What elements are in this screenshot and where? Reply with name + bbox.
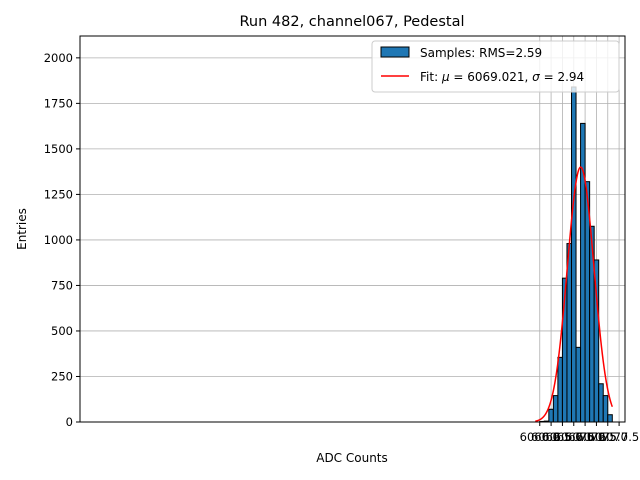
legend-fit-label: Fit: μ = 6069.021, σ = 2.94 xyxy=(420,70,584,84)
legend-fit-prefix: Fit: xyxy=(420,70,442,84)
x-tick-label: 6067.5 xyxy=(554,430,594,444)
y-axis-ticks: 0 250 500 750 1000 1250 1500 1750 2000 xyxy=(44,51,80,429)
histogram-bar xyxy=(552,395,559,423)
y-axis-label: Entries xyxy=(15,208,29,250)
legend-samples-label: Samples: RMS=2.59 xyxy=(420,46,542,60)
histogram-bar xyxy=(575,346,582,423)
x-tick-label: 6070.0 xyxy=(565,430,605,444)
legend-box xyxy=(371,40,620,93)
x-tick-label: 6062.5 xyxy=(531,430,571,444)
y-tick-label: 0 xyxy=(66,415,73,429)
grid xyxy=(80,36,625,423)
chart-title: Run 482, channel067, Pedestal xyxy=(239,14,464,30)
histogram-bar xyxy=(598,383,604,423)
y-tick-label: 250 xyxy=(51,369,73,383)
legend-fit-sigma-value: = 2.94 xyxy=(540,70,584,84)
histogram-bar xyxy=(557,356,563,423)
legend-samples-swatch xyxy=(380,46,410,58)
y-tick-label: 2000 xyxy=(44,51,73,65)
x-tick-label: 6065.0 xyxy=(542,430,582,444)
x-tick-label: 6060.0 xyxy=(520,430,560,444)
y-tick-label: 1000 xyxy=(44,233,73,247)
legend-fit-mu-value: = 6069.021, xyxy=(450,70,533,84)
y-tick-label: 1500 xyxy=(44,142,73,156)
x-tick-label: 6077.5 xyxy=(599,430,639,444)
x-tick-label: 6075.0 xyxy=(588,430,628,444)
x-axis-label: ADC Counts xyxy=(316,451,388,465)
histogram-bar xyxy=(548,408,554,423)
legend: Samples: RMS=2.59 Fit: μ = 6069.021, σ =… xyxy=(371,40,620,93)
y-tick-label: 1750 xyxy=(44,96,73,110)
legend-fit-mu-symbol: μ xyxy=(441,70,450,84)
histogram-bar xyxy=(570,86,577,423)
fit-curve-layer xyxy=(535,166,614,422)
histogram-bar xyxy=(602,395,609,423)
legend-fit-sigma-symbol: σ xyxy=(532,70,540,84)
x-tick-label: 6072.5 xyxy=(576,430,616,444)
y-tick-label: 750 xyxy=(51,278,73,292)
plot-frame xyxy=(79,35,626,423)
x-axis-ticks: 6060.06062.56065.06067.56070.06072.56075… xyxy=(520,422,639,444)
histogram-bar xyxy=(607,414,613,423)
y-tick-label: 1250 xyxy=(44,187,73,201)
y-tick-label: 500 xyxy=(51,324,73,338)
fit-curve xyxy=(535,166,614,422)
histogram-bars xyxy=(539,86,613,423)
